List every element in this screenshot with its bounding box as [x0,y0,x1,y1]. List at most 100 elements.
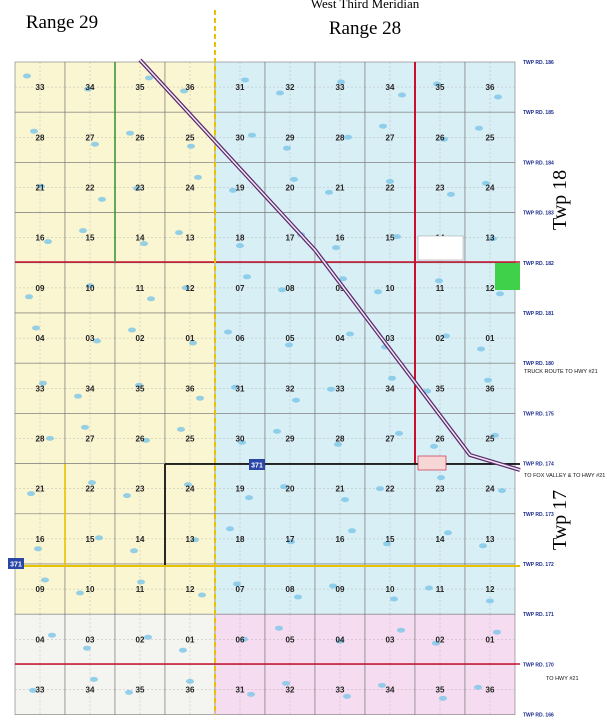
slough [484,377,492,383]
slough [196,395,204,401]
slough [191,537,199,543]
slough [398,92,406,98]
slough [29,687,37,693]
section-number: 35 [436,686,445,695]
section-number: 35 [436,83,445,92]
section-number: 28 [336,435,345,444]
section-number: 36 [186,83,195,92]
slough [130,548,138,554]
section-number: 01 [486,334,495,343]
section-number: 23 [136,184,145,193]
section-number: 22 [386,184,395,193]
section-number: 21 [336,184,345,193]
slough [283,145,291,151]
slough [341,497,349,503]
township-road-label: TWP RD. 173 [523,512,554,518]
section-number: 35 [436,384,445,393]
section-number: 07 [236,284,245,293]
highway-number: 371 [251,463,263,470]
section-number: 21 [336,485,345,494]
section-number: 14 [436,535,445,544]
slough [346,331,354,337]
slough [37,183,45,189]
section-number: 34 [86,686,95,695]
section-number: 13 [186,535,195,544]
section-number: 12 [486,284,495,293]
slough [88,480,96,486]
section-number: 26 [436,435,445,444]
section-number: 24 [186,485,195,494]
section-number: 01 [486,635,495,644]
section-number: 04 [36,635,45,644]
section-number: 22 [86,485,95,494]
section-number: 11 [136,284,145,293]
slough [439,695,447,701]
township-road-label: TWP RD. 172 [523,562,554,568]
slough [339,276,347,282]
slough [74,393,82,399]
section-number: 34 [386,384,395,393]
section-number: 35 [136,83,145,92]
section-number: 27 [86,133,95,142]
section-number: 15 [386,535,395,544]
slough [91,141,99,147]
section-number: 34 [386,686,395,695]
township-road-label: TWP RD. 175 [523,411,554,417]
slough [125,689,133,695]
slough [142,437,150,443]
shield [8,558,24,569]
slough [386,178,394,184]
slough [390,596,398,602]
shield [249,459,265,470]
township-road-label: TWP RD. 174 [523,462,554,468]
section-number: 18 [236,535,245,544]
section-number: 06 [236,635,245,644]
section-number: 24 [486,485,495,494]
section-number: 20 [286,485,295,494]
section-number: 22 [386,485,395,494]
slough [378,682,386,688]
slough [128,327,136,333]
slough [280,484,288,490]
section-number: 16 [336,234,345,243]
slough [137,579,145,585]
slough [336,638,344,644]
section-number: 19 [236,184,245,193]
section-number: 12 [186,585,195,594]
section-number: 31 [236,384,245,393]
slough [238,439,246,445]
section-number: 10 [86,284,95,293]
section-number: 28 [36,133,45,142]
township-road-label: TWP RD. 171 [523,612,554,618]
slough [292,397,300,403]
slough [432,640,440,646]
slough [175,230,183,236]
slough [482,180,490,186]
section-number: 33 [36,384,45,393]
slough [437,475,445,481]
section-number: 32 [286,384,295,393]
slough [229,187,237,193]
slough [440,136,448,142]
section-number: 30 [236,435,245,444]
range-label: Range 28 [329,18,401,39]
slough [278,287,286,293]
section-number: 09 [336,585,345,594]
slough [140,241,148,247]
section-number: 24 [186,184,195,193]
township-road-label: TWP RD. 183 [523,211,554,217]
section-number: 30 [236,133,245,142]
slough [39,380,47,386]
section-number: 05 [286,635,295,644]
section-number: 23 [136,485,145,494]
section-number: 36 [486,384,495,393]
slough [90,676,98,682]
hamlet [417,235,464,261]
slough [276,90,284,96]
section-number: 25 [486,435,495,444]
section-number: 14 [136,234,145,243]
slough [186,678,194,684]
route-note: TRUCK ROUTE TO HWY #21 [524,369,598,375]
slough [147,296,155,302]
slough [496,291,504,297]
